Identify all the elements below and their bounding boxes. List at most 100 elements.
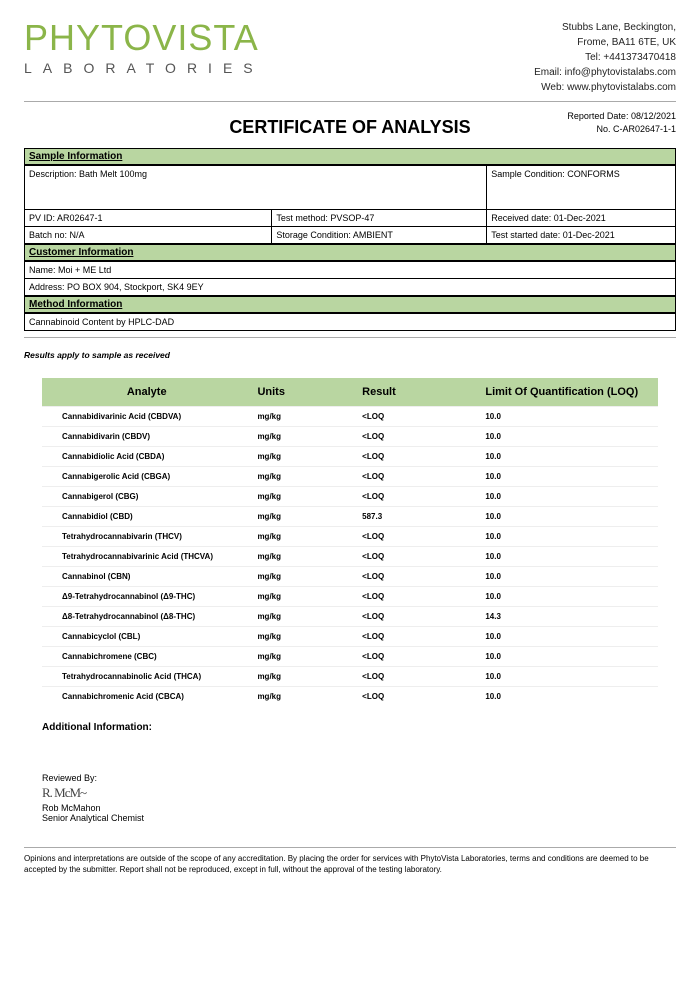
table-cell: mg/kg — [251, 627, 356, 647]
table-cell: <LOQ — [356, 447, 479, 467]
table-cell: mg/kg — [251, 467, 356, 487]
table-cell: Cannabigerol (CBG) — [42, 487, 251, 507]
footer-divider — [24, 847, 676, 848]
table-cell: mg/kg — [251, 427, 356, 447]
table-cell: <LOQ — [356, 567, 479, 587]
signature: R. McM~ — [42, 785, 676, 801]
customer-address: Address: PO BOX 904, Stockport, SK4 9EY — [25, 279, 676, 296]
table-row: Δ9-Tetrahydrocannabinol (Δ9-THC)mg/kg<LO… — [42, 587, 658, 607]
table-cell: Cannabigerolic Acid (CBGA) — [42, 467, 251, 487]
col-units: Units — [251, 378, 356, 407]
table-cell: 587.3 — [356, 507, 479, 527]
table-cell: 10.0 — [479, 587, 658, 607]
col-loq: Limit Of Quantification (LOQ) — [479, 378, 658, 407]
table-cell: <LOQ — [356, 607, 479, 627]
table-cell: Tetrahydrocannabivarin (THCV) — [42, 527, 251, 547]
table-cell: Δ8-Tetrahydrocannabinol (Δ8-THC) — [42, 607, 251, 627]
method-info-table: Cannabinoid Content by HPLC-DAD — [24, 313, 676, 331]
sample-test-method: Test method: PVSOP-47 — [272, 210, 487, 227]
logo-brand: PHYTOVISTA — [24, 20, 264, 56]
sample-started-date: Test started date: 01-Dec-2021 — [487, 227, 676, 244]
sample-info-table: Description: Bath Melt 100mg Sample Cond… — [24, 165, 676, 244]
table-cell: 10.0 — [479, 527, 658, 547]
table-cell: <LOQ — [356, 587, 479, 607]
table-row: Cannabidiol (CBD)mg/kg587.310.0 — [42, 507, 658, 527]
table-cell: mg/kg — [251, 407, 356, 427]
table-cell: 10.0 — [479, 627, 658, 647]
table-cell: 10.0 — [479, 507, 658, 527]
table-row: Cannabicyclol (CBL)mg/kg<LOQ10.0 — [42, 627, 658, 647]
logo-sub: LABORATORIES — [24, 60, 264, 76]
sample-batch: Batch no: N/A — [25, 227, 272, 244]
contact-email: Email: info@phytovistalabs.com — [534, 65, 676, 80]
cert-no: C-AR02647-1-1 — [613, 124, 676, 134]
table-row: Cannabinol (CBN)mg/kg<LOQ10.0 — [42, 567, 658, 587]
table-cell: 10.0 — [479, 687, 658, 707]
section-sample-info: Sample Information — [24, 148, 676, 165]
table-cell: mg/kg — [251, 447, 356, 467]
table-cell: mg/kg — [251, 567, 356, 587]
table-cell: mg/kg — [251, 487, 356, 507]
reviewed-by-label: Reviewed By: — [42, 773, 676, 783]
table-row: Cannabigerol (CBG)mg/kg<LOQ10.0 — [42, 487, 658, 507]
table-cell: mg/kg — [251, 687, 356, 707]
table-row: Tetrahydrocannabivarin (THCV)mg/kg<LOQ10… — [42, 527, 658, 547]
table-cell: 10.0 — [479, 447, 658, 467]
additional-info-label: Additional Information: — [42, 722, 676, 733]
table-row: Δ8-Tetrahydrocannabinol (Δ8-THC)mg/kg<LO… — [42, 607, 658, 627]
reviewer-name: Rob McMahon — [42, 803, 676, 813]
table-row: Cannabidiolic Acid (CBDA)mg/kg<LOQ10.0 — [42, 447, 658, 467]
analyte-table: Analyte Units Result Limit Of Quantifica… — [42, 378, 658, 706]
table-cell: mg/kg — [251, 647, 356, 667]
customer-name: Name: Moi + ME Ltd — [25, 262, 676, 279]
table-cell: Δ9-Tetrahydrocannabinol (Δ9-THC) — [42, 587, 251, 607]
table-row: Tetrahydrocannabinolic Acid (THCA)mg/kg<… — [42, 667, 658, 687]
table-cell: Cannabichromene (CBC) — [42, 647, 251, 667]
table-cell: Tetrahydrocannabinolic Acid (THCA) — [42, 667, 251, 687]
table-cell: <LOQ — [356, 427, 479, 447]
table-cell: mg/kg — [251, 507, 356, 527]
reviewer-title: Senior Analytical Chemist — [42, 813, 676, 823]
sample-received-date: Received date: 01-Dec-2021 — [487, 210, 676, 227]
table-cell: <LOQ — [356, 667, 479, 687]
table-cell: 10.0 — [479, 427, 658, 447]
table-cell: <LOQ — [356, 627, 479, 647]
table-cell: Cannabidiolic Acid (CBDA) — [42, 447, 251, 467]
table-row: Cannabidivarinic Acid (CBDVA)mg/kg<LOQ10… — [42, 407, 658, 427]
method-text: Cannabinoid Content by HPLC-DAD — [25, 314, 676, 331]
table-row: Cannabichromenic Acid (CBCA)mg/kg<LOQ10.… — [42, 687, 658, 707]
sample-description: Description: Bath Melt 100mg — [25, 166, 487, 210]
results-note: Results apply to sample as received — [24, 350, 676, 360]
sample-storage: Storage Condition: AMBIENT — [272, 227, 487, 244]
table-cell: <LOQ — [356, 687, 479, 707]
table-cell: <LOQ — [356, 647, 479, 667]
contact-web: Web: www.phytovistalabs.com — [534, 80, 676, 95]
table-cell: 10.0 — [479, 407, 658, 427]
table-cell: <LOQ — [356, 487, 479, 507]
section-customer-info: Customer Information — [24, 244, 676, 261]
table-cell: 10.0 — [479, 567, 658, 587]
table-cell: 10.0 — [479, 547, 658, 567]
contact-block: Stubbs Lane, Beckington, Frome, BA11 6TE… — [534, 20, 676, 95]
table-cell: Cannabidivarinic Acid (CBDVA) — [42, 407, 251, 427]
logo: PHYTOVISTA LABORATORIES — [24, 20, 264, 76]
table-cell: mg/kg — [251, 667, 356, 687]
table-row: Tetrahydrocannabivarinic Acid (THCVA)mg/… — [42, 547, 658, 567]
sample-pvid: PV ID: AR02647-1 — [25, 210, 272, 227]
customer-info-table: Name: Moi + ME Ltd Address: PO BOX 904, … — [24, 261, 676, 296]
contact-addr1: Stubbs Lane, Beckington, — [534, 20, 676, 35]
reported-date: 08/12/2021 — [631, 111, 676, 121]
table-cell: Cannabidiol (CBD) — [42, 507, 251, 527]
reported-date-label: Reported Date: — [567, 111, 631, 121]
table-cell: Cannabinol (CBN) — [42, 567, 251, 587]
table-cell: Tetrahydrocannabivarinic Acid (THCVA) — [42, 547, 251, 567]
table-cell: 10.0 — [479, 667, 658, 687]
table-cell: mg/kg — [251, 527, 356, 547]
divider — [24, 101, 676, 102]
table-cell: 14.3 — [479, 607, 658, 627]
divider — [24, 337, 676, 338]
header: PHYTOVISTA LABORATORIES Stubbs Lane, Bec… — [24, 20, 676, 95]
table-cell: <LOQ — [356, 527, 479, 547]
col-result: Result — [356, 378, 479, 407]
disclaimer: Opinions and interpretations are outside… — [24, 854, 676, 875]
